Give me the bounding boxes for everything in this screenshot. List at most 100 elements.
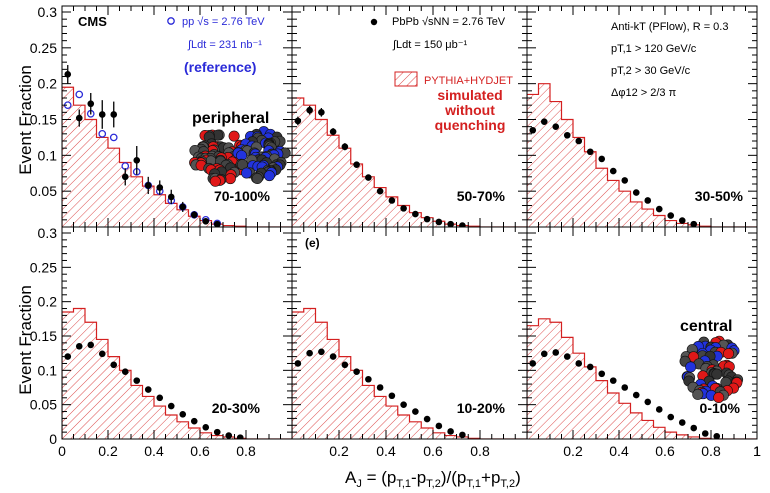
x-axis-title-close: )	[515, 468, 521, 487]
pbpb-point	[213, 220, 221, 227]
pbpb-point	[459, 222, 466, 227]
pp-reference-tag: (reference)	[184, 59, 256, 75]
pbpb-point	[64, 71, 72, 78]
pbpb-point	[388, 392, 396, 400]
pp-point	[75, 90, 84, 99]
pbpb-point	[529, 360, 537, 367]
x-axis-title-sub: J	[356, 478, 362, 490]
y-tick-label: 0.1	[38, 147, 58, 163]
pbpb-point	[563, 353, 571, 360]
x-axis-title-pt1b-sub: T,1	[466, 478, 481, 490]
panel-letter: (e)	[305, 236, 320, 250]
pbpb-point	[133, 157, 141, 164]
pbpb-point	[644, 197, 652, 204]
x-tick-label: 0.4	[376, 443, 396, 459]
pbpb-point	[179, 203, 187, 211]
pbpb-point	[353, 161, 360, 168]
x-axis-title-pt2b-sub: T,2	[500, 478, 515, 490]
pbpb-point	[341, 361, 349, 369]
y-tick-label: 0.3	[38, 4, 58, 20]
pbpb-point	[563, 131, 571, 139]
peripheral-collision-illustration	[189, 126, 291, 187]
pbpb-point	[365, 174, 372, 181]
pbpb-point	[552, 349, 560, 356]
centrality-label: 50-70%	[457, 188, 506, 204]
centrality-label: 70-100%	[214, 188, 271, 204]
pbpb-point	[655, 406, 663, 413]
mc-legend-label: PYTHIA+HYDJET	[424, 75, 513, 87]
mc-note-line1: simulated	[437, 87, 502, 103]
pbpb-point	[202, 424, 210, 431]
x-axis-title-plus: +p	[481, 468, 500, 487]
pbpb-point	[609, 377, 617, 384]
pbpb-point	[306, 349, 313, 357]
pbpb-point	[306, 106, 313, 114]
pbpb-point	[575, 137, 583, 145]
nucleon	[723, 348, 735, 360]
pbpb-point	[540, 118, 548, 125]
pp-point	[98, 129, 107, 138]
pbpb-point	[64, 353, 72, 360]
pbpb-point	[87, 100, 95, 108]
mc-note-line2: without	[444, 102, 495, 118]
pbpb-point	[156, 394, 164, 402]
pbpb-point	[156, 184, 164, 191]
mc-histogram-fill	[527, 318, 757, 439]
pbpb-point	[329, 128, 337, 135]
pbpb-point	[701, 430, 709, 437]
pbpb-point	[318, 109, 325, 116]
panels: 70-100% 50-70% 30-50% 20-30% 10-20% 0-10% 0.05…	[30, 4, 761, 459]
pbpb-point	[459, 431, 466, 439]
nucleon	[692, 388, 704, 400]
pbpb-point	[376, 187, 384, 195]
x-tick-label: 0.4	[144, 443, 164, 459]
pbpb-point	[318, 348, 325, 356]
y-tick-label: 0.1	[38, 362, 58, 378]
pbpb-point	[435, 218, 443, 226]
pbpb-point	[202, 217, 210, 225]
pbpb-legend-label: PbPb √sNN = 2.76 TeV	[392, 16, 506, 28]
y-axis-title-bottom: Event Fraction	[16, 285, 35, 395]
x-tick-label: 0	[58, 443, 66, 459]
pbpb-point	[552, 123, 560, 130]
x-tick-label: 0.8	[470, 443, 490, 459]
y-tick-label: 0.3	[38, 225, 58, 241]
pbpb-point	[98, 350, 106, 358]
pbpb-point	[225, 432, 233, 439]
pbpb-point	[586, 363, 594, 371]
pbpb-point	[412, 210, 419, 218]
pbpb-point	[575, 360, 583, 367]
mc-histogram-fill	[62, 308, 292, 439]
x-tick-label: 0.4	[609, 443, 629, 459]
mc-note-line3: quenching	[435, 117, 506, 133]
centrality-label: 30-50%	[695, 188, 744, 204]
pbpb-point	[87, 341, 95, 349]
x-axis-title: AJ = (pT,1-pT,2)/(pT,1+pT,2)	[345, 468, 521, 490]
pbpb-point	[621, 384, 629, 391]
pbpb-point	[690, 220, 698, 227]
pbpb-point	[353, 368, 360, 376]
pbpb-point	[598, 370, 606, 378]
pbpb-point	[644, 398, 652, 406]
pbpb-point	[690, 424, 698, 432]
x-tick-label: 0.8	[701, 443, 721, 459]
x-tick-label: 0.2	[98, 443, 118, 459]
pbpb-legend-marker	[370, 18, 378, 26]
y-tick-label: 0.15	[30, 328, 57, 344]
pbpb-point	[144, 386, 152, 393]
pbpb-point	[423, 415, 431, 423]
panel-bottom-left	[62, 307, 292, 439]
pbpb-point	[75, 114, 83, 122]
pbpb-point	[167, 193, 175, 201]
nucleon	[209, 175, 221, 187]
x-axis-title-over: )/(p	[441, 468, 467, 487]
centrality-label: 20-30%	[212, 400, 261, 416]
pbpb-point	[144, 182, 152, 189]
nucleon	[711, 368, 723, 380]
pbpb-point	[423, 215, 431, 223]
y-tick-label: 0.15	[30, 112, 57, 128]
x-tick-label: 0.6	[190, 443, 210, 459]
pbpb-point	[294, 360, 302, 367]
pp-lumi: ∫Ldt = 231 nb⁻¹	[187, 39, 262, 51]
